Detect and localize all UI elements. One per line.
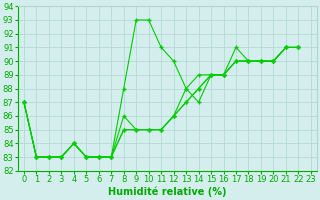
X-axis label: Humidité relative (%): Humidité relative (%) — [108, 187, 227, 197]
